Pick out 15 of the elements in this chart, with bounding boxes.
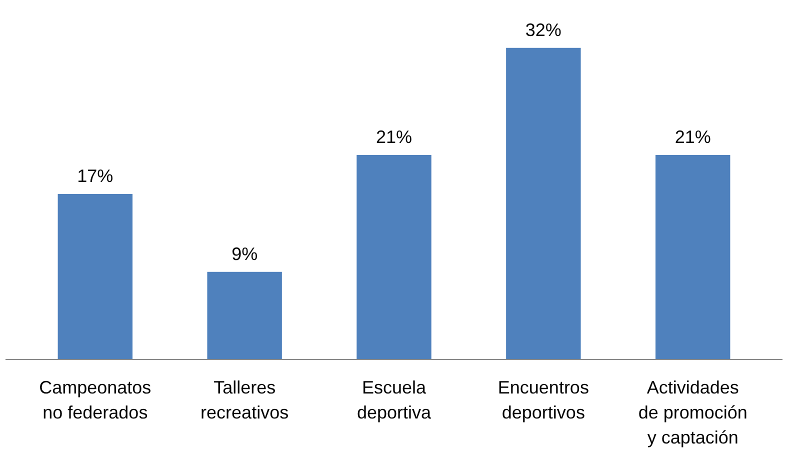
x-tick-label: Campeonatos no federados [39, 378, 152, 422]
data-label: 21% [376, 127, 412, 148]
bar [58, 194, 133, 360]
bar [655, 155, 730, 360]
x-tick-label: Actividades de promoción y captación [638, 378, 748, 448]
data-label: 32% [525, 20, 562, 40]
data-label: 17% [77, 166, 114, 186]
x-tick-label: Talleres recreativos [200, 378, 289, 422]
x-tick-label: Encuentros deportivos [498, 378, 589, 422]
data-label: 9% [232, 244, 258, 264]
bar [356, 155, 432, 360]
x-tick-label: Escuela deportiva [356, 378, 432, 422]
data-label: 21% [674, 127, 711, 148]
bar [207, 272, 282, 360]
bar [506, 48, 581, 360]
